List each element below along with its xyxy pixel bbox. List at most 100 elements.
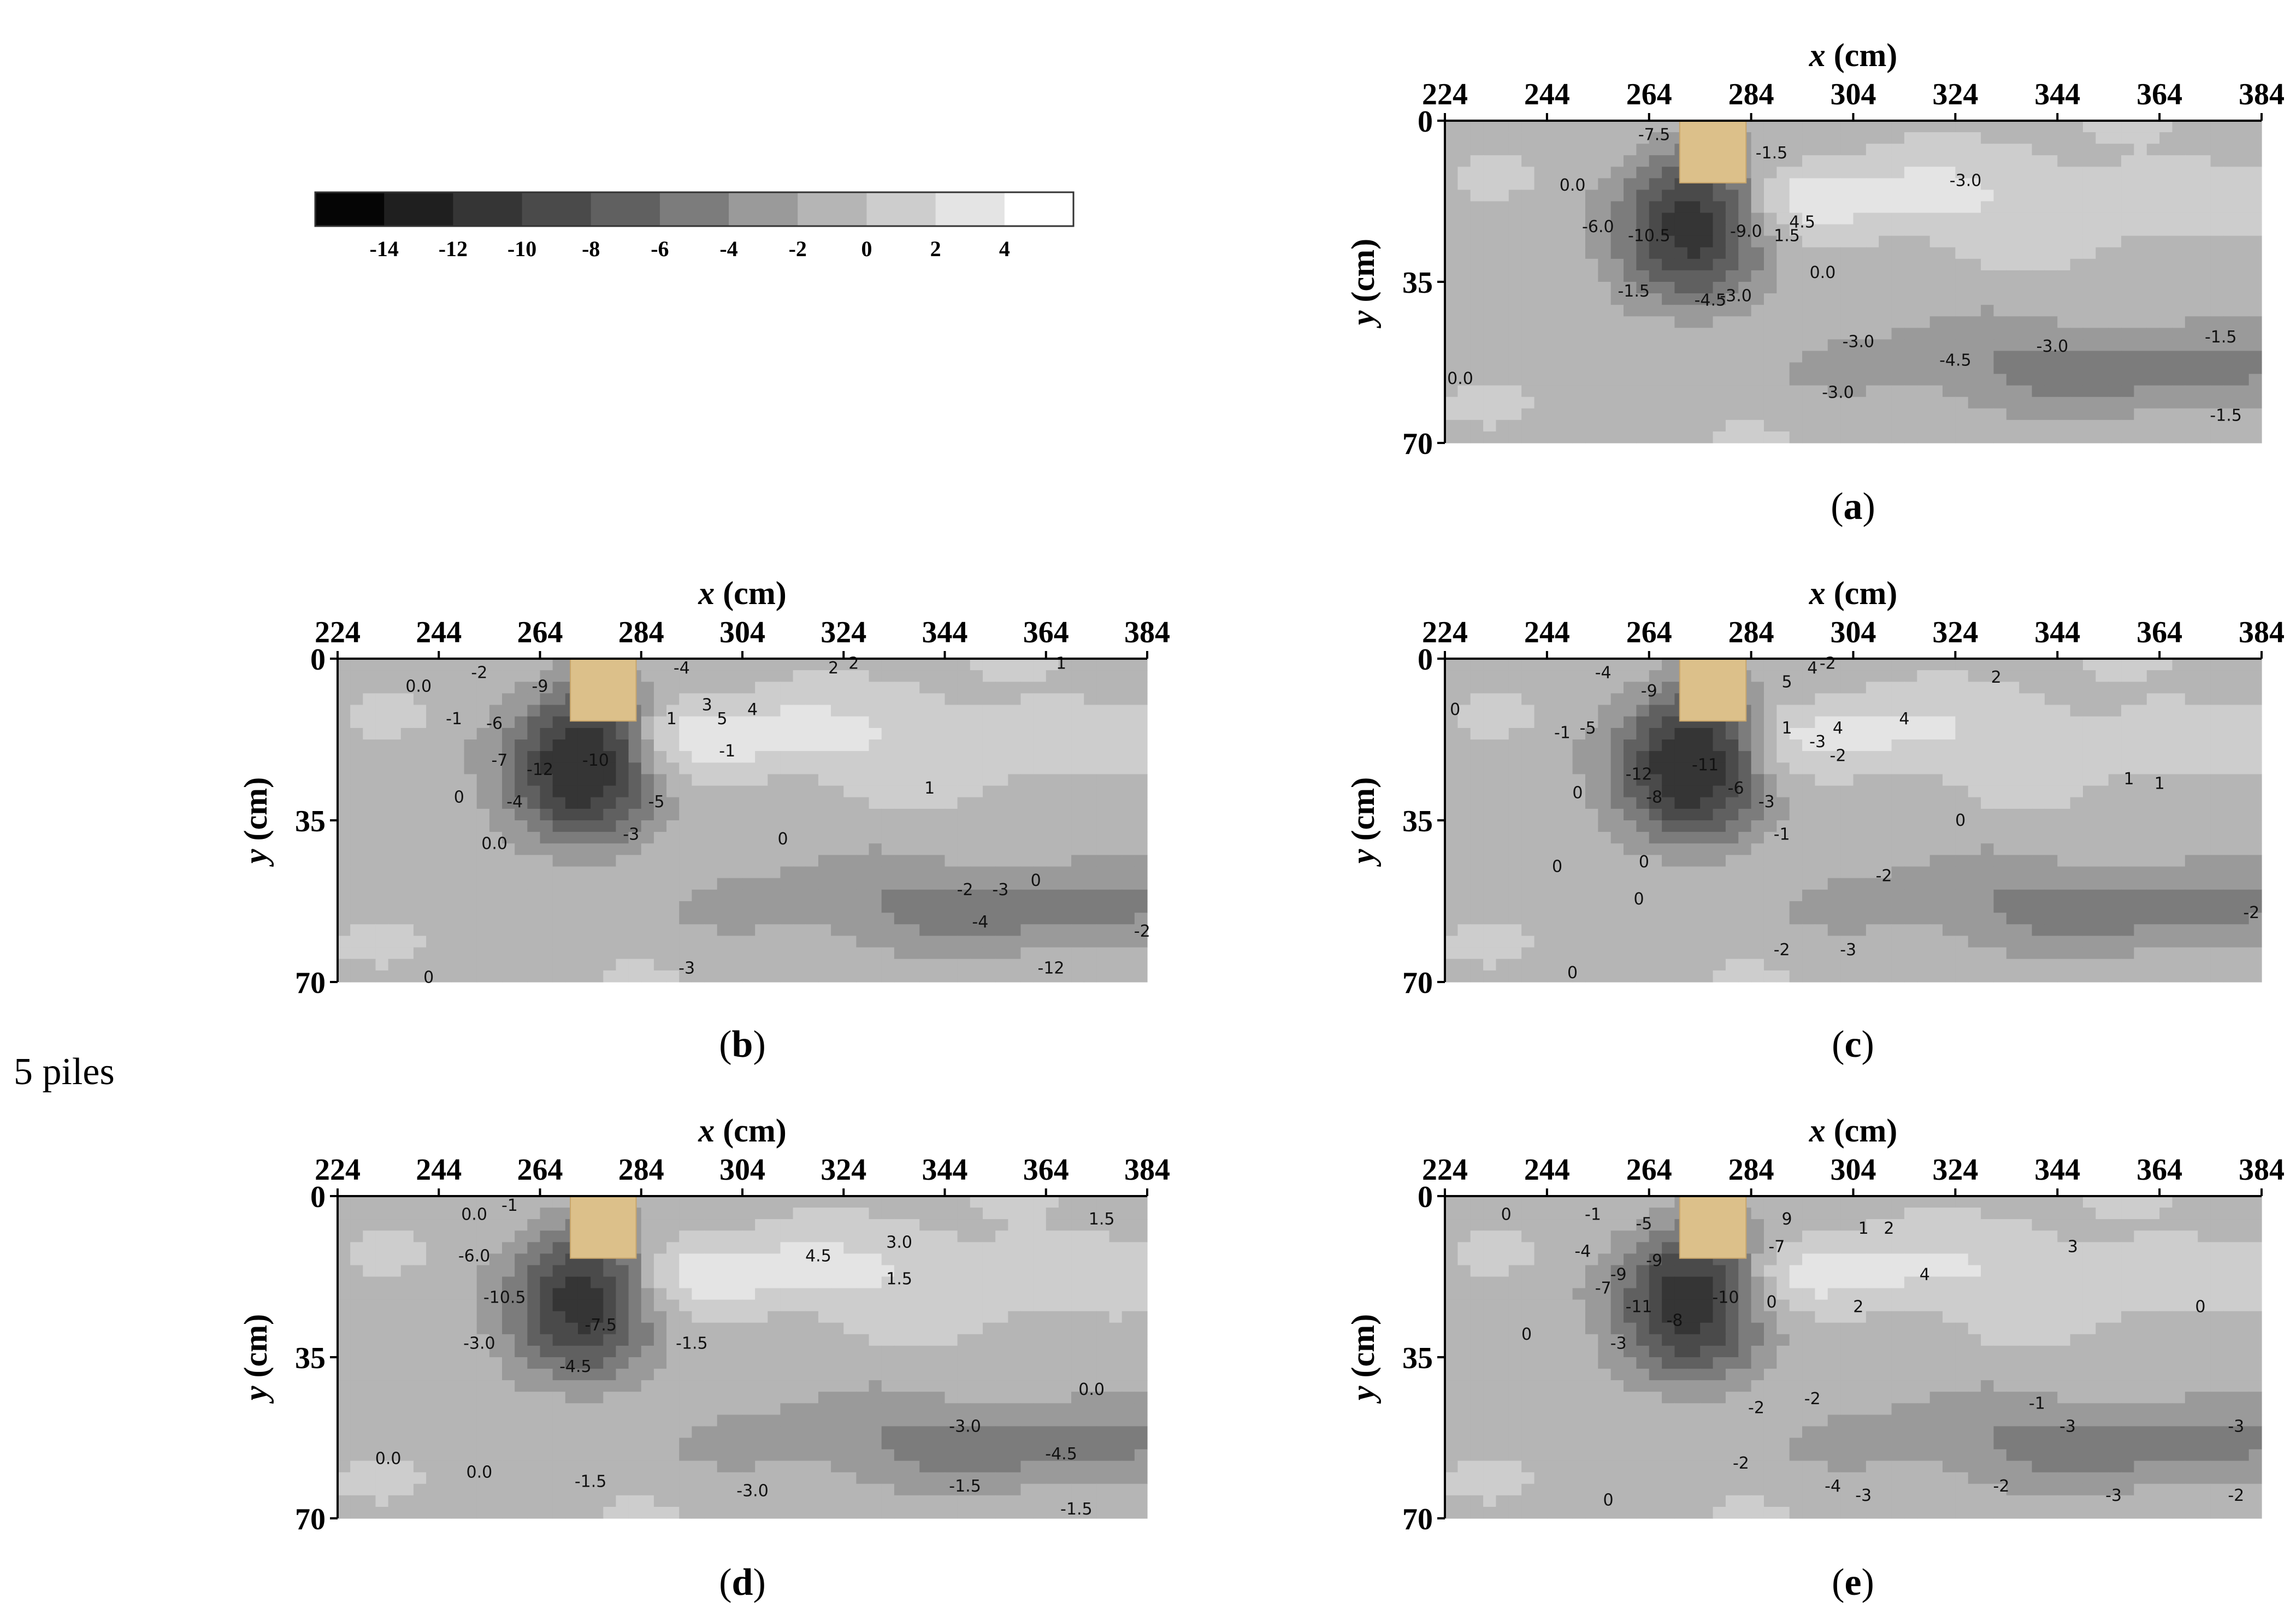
contour-cell — [2146, 155, 2160, 167]
contour-cell — [1598, 797, 1612, 809]
contour-cell — [1789, 385, 1803, 398]
contour-cell — [1046, 762, 1059, 775]
contour-label: -3.0 — [2037, 337, 2069, 356]
contour-cell — [2159, 705, 2173, 717]
contour-cell — [1802, 751, 1816, 763]
contour-cell — [1470, 155, 1484, 167]
contour-cell — [869, 855, 882, 867]
contour-cell — [1585, 385, 1598, 398]
contour-cell — [894, 785, 907, 798]
contour-cell — [1929, 397, 1943, 409]
contour-cell — [2210, 293, 2224, 305]
contour-cell — [1955, 132, 1969, 144]
contour-cell — [1058, 866, 1072, 879]
contour-cell — [350, 855, 363, 867]
contour-cell — [2082, 397, 2096, 409]
contour-cell — [881, 797, 895, 809]
contour-cell — [1560, 258, 1573, 271]
contour-cell — [2248, 855, 2262, 867]
contour-cell — [2198, 659, 2211, 671]
contour-cell — [1046, 785, 1059, 798]
contour-cell — [1662, 716, 1675, 729]
contour-cell — [1020, 913, 1034, 925]
contour-cell — [932, 693, 946, 706]
contour-cell — [1483, 843, 1497, 856]
contour-cell — [1789, 351, 1803, 363]
contour-cell — [2198, 144, 2211, 156]
contour-cell — [439, 889, 452, 902]
contour-cell — [375, 785, 389, 798]
contour-cell — [768, 970, 781, 983]
contour-cell — [1071, 959, 1084, 971]
contour-cell — [1122, 739, 1135, 752]
contour-cell — [1955, 808, 1969, 821]
contour-cell — [2044, 408, 2058, 421]
contour-cell — [1649, 693, 1662, 706]
contour-cell — [1624, 282, 1637, 294]
contour-cell — [1624, 339, 1637, 352]
contour-cell — [1598, 785, 1612, 798]
contour-cell — [805, 705, 819, 717]
contour-cell — [932, 947, 946, 960]
contour-cell — [1020, 762, 1034, 775]
contour-cell — [1879, 866, 1892, 879]
contour-cell — [1827, 774, 1841, 786]
contour-cell — [945, 936, 958, 948]
contour-cell — [1891, 235, 1905, 248]
contour-cell — [1955, 282, 1969, 294]
contour-cell — [2070, 212, 2083, 225]
contour-cell — [2044, 155, 2058, 167]
contour-cell — [2108, 682, 2122, 694]
contour-cell — [780, 693, 794, 706]
contour-cell — [439, 693, 452, 706]
contour-cell — [1917, 727, 1931, 740]
contour-cell — [1802, 293, 1816, 305]
contour-cell — [2032, 282, 2045, 294]
contour-cell — [932, 901, 946, 913]
contour-cell — [1879, 797, 1892, 809]
contour-cell — [869, 670, 882, 682]
contour-cell — [1827, 397, 1841, 409]
contour-cell — [1649, 832, 1662, 844]
contour-cell — [2121, 716, 2135, 729]
contour-cell — [1866, 774, 1879, 786]
contour-cell — [869, 913, 882, 925]
contour-cell — [2044, 716, 2058, 729]
contour-cell — [2096, 751, 2109, 763]
contour-cell — [1483, 224, 1497, 236]
contour-cell — [666, 924, 680, 937]
contour-cell — [1457, 397, 1471, 409]
contour-cell — [1943, 843, 1956, 856]
contour-cell — [2185, 144, 2198, 156]
contour-cell — [1020, 924, 1034, 937]
contour-cell — [2223, 843, 2236, 856]
contour-cell — [1572, 235, 1586, 248]
contour-cell — [1071, 739, 1084, 752]
contour-cell — [653, 716, 667, 729]
contour-cell — [2082, 659, 2096, 671]
contour-cell — [1560, 808, 1573, 821]
contour-cell — [628, 936, 642, 948]
contour-cell — [1624, 670, 1637, 682]
contour-cell — [476, 970, 490, 983]
contour-cell — [1866, 878, 1879, 890]
contour-cell — [1649, 385, 1662, 398]
contour-cell — [515, 913, 528, 925]
contour-cell — [1020, 716, 1034, 729]
contour-cell — [1853, 385, 1867, 398]
contour-cell — [350, 959, 363, 971]
contour-cell — [451, 785, 465, 798]
contour-cell — [1534, 878, 1548, 890]
contour-cell — [1840, 820, 1854, 832]
contour-cell — [527, 878, 541, 890]
contour-cell — [2185, 670, 2198, 682]
contour-cell — [2082, 785, 2096, 798]
x-tick-label: 384 — [1124, 616, 1170, 649]
contour-cell — [1840, 305, 1854, 317]
contour-cell — [1560, 727, 1573, 740]
contour-cell — [2108, 212, 2122, 225]
contour-cell — [1827, 670, 1841, 682]
contour-cell — [527, 774, 541, 786]
contour-cell — [1891, 305, 1905, 317]
contour-cell — [1470, 419, 1484, 432]
